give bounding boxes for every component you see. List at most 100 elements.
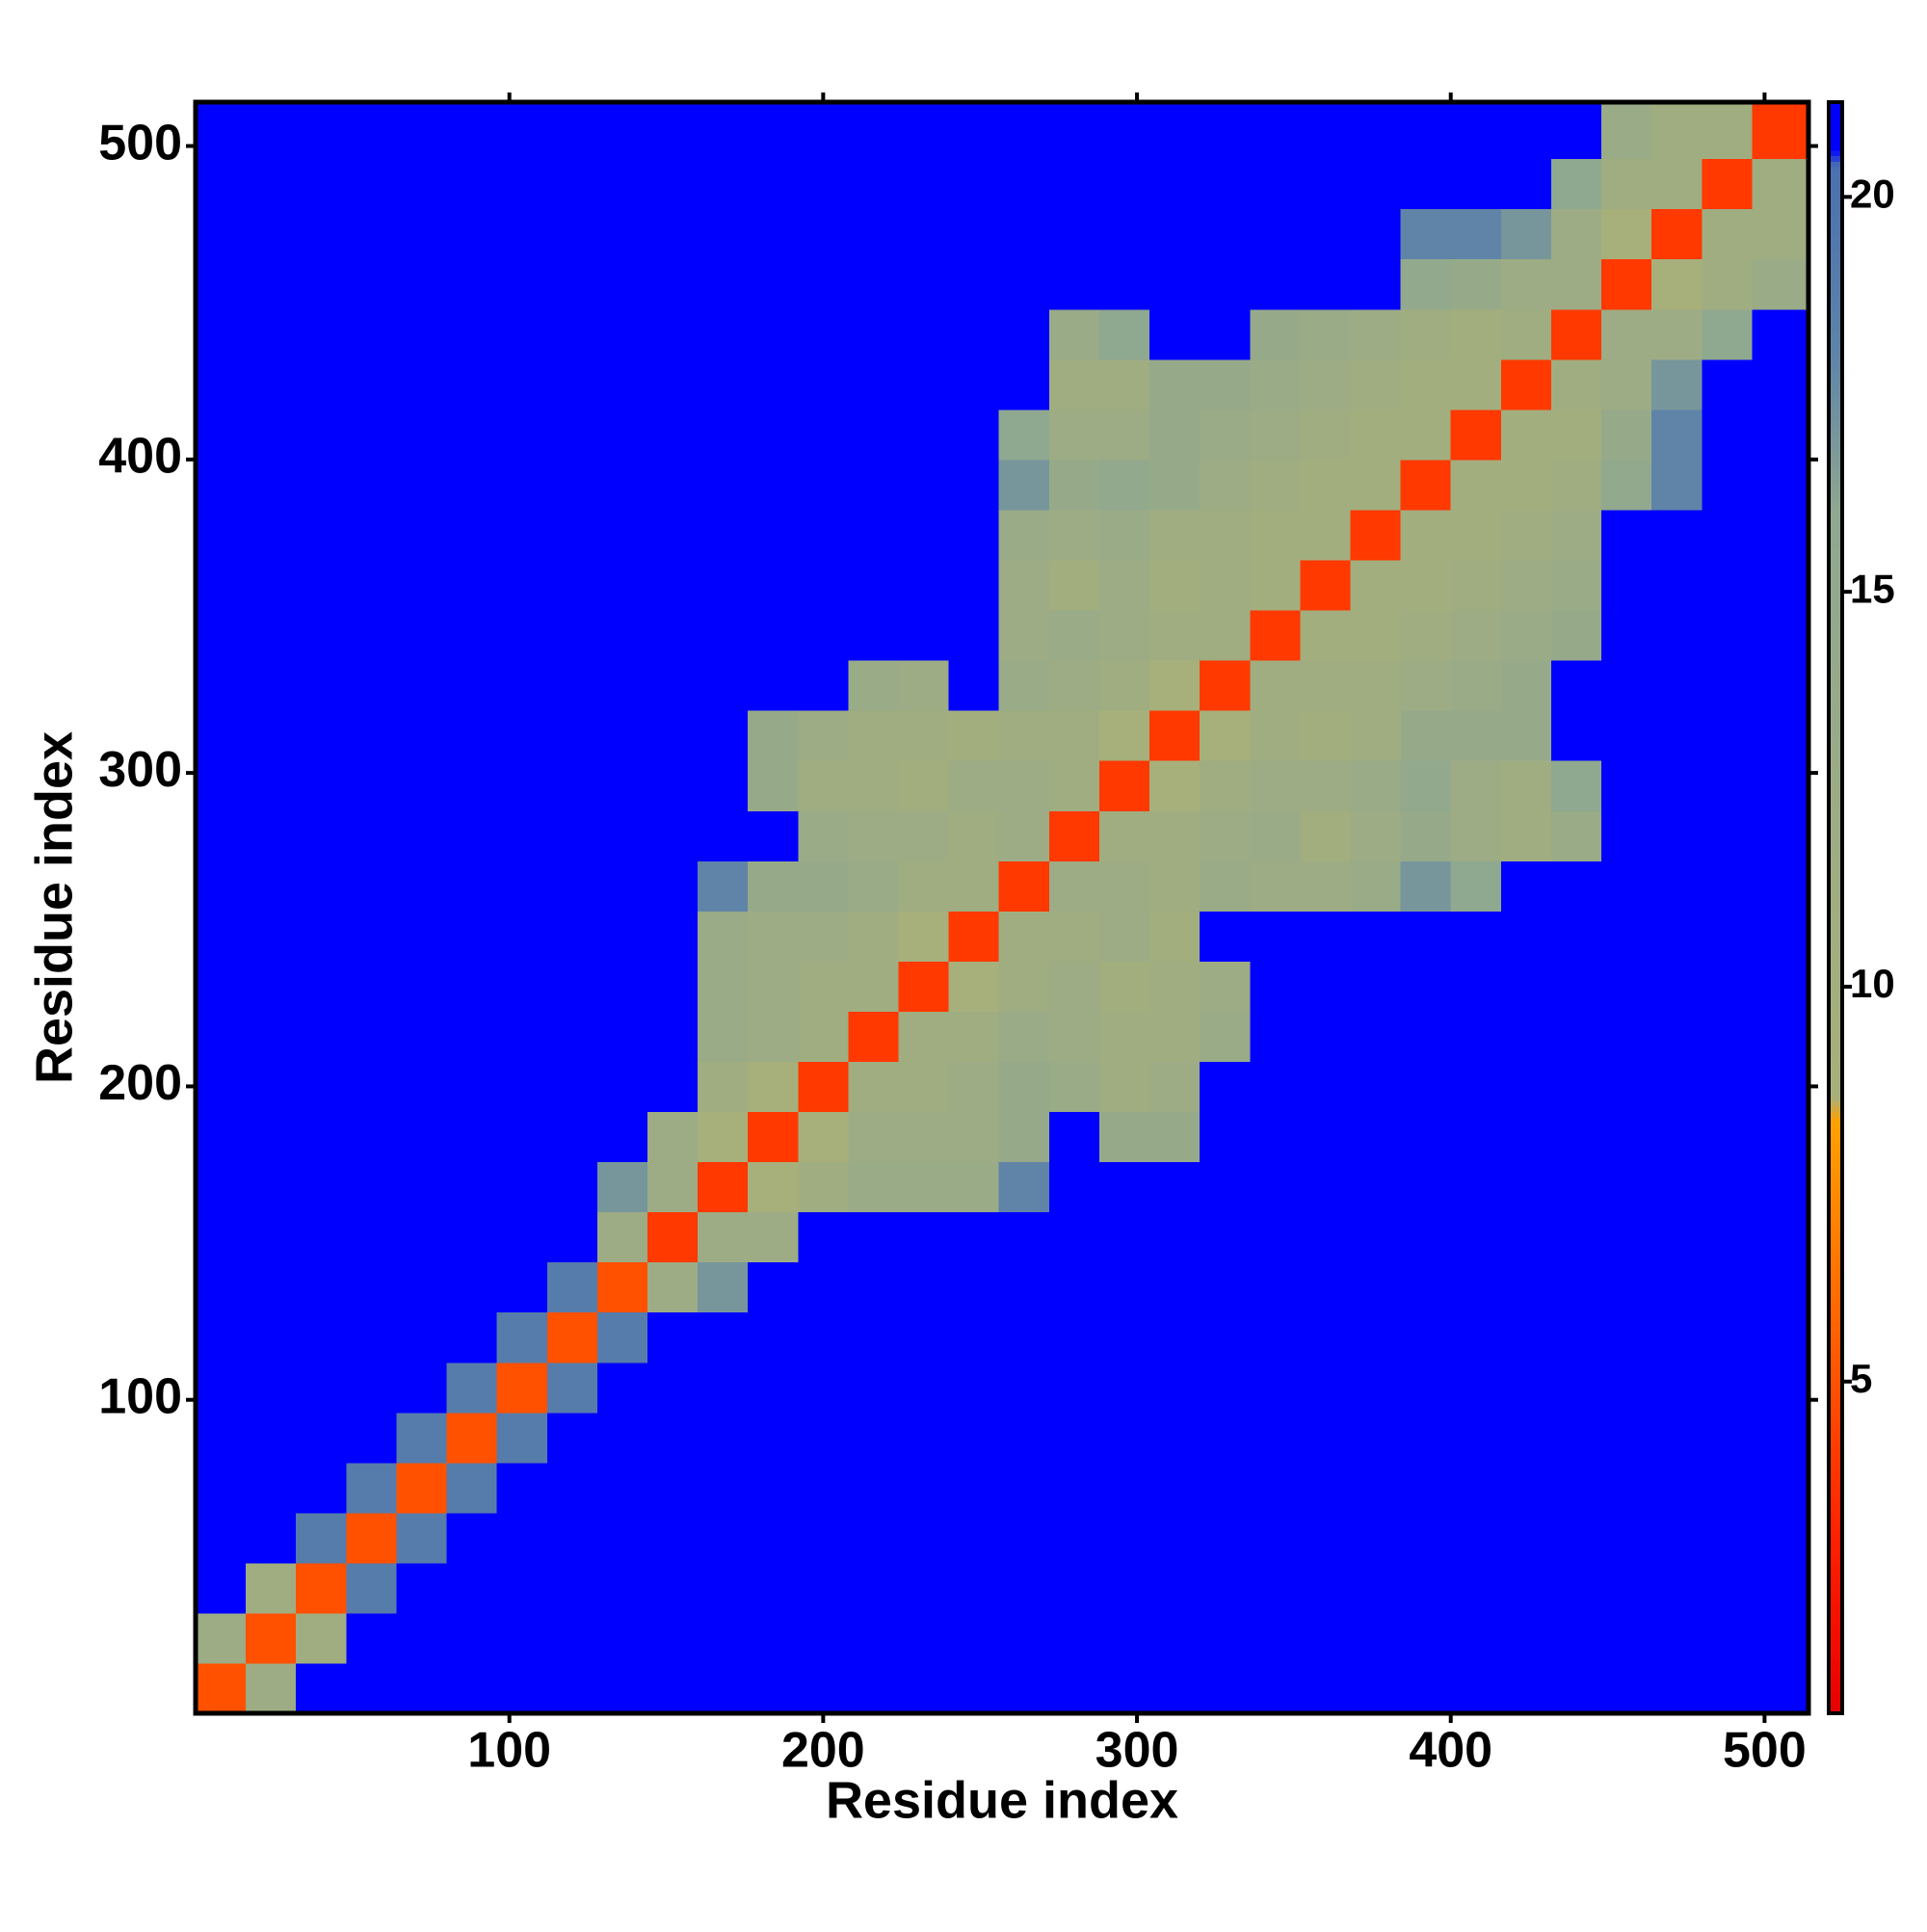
- heatmap-cell: [848, 1412, 900, 1464]
- heatmap-cell: [1752, 1612, 1809, 1664]
- heatmap-cell: [848, 1111, 900, 1163]
- heatmap-cell: [1048, 308, 1100, 360]
- y-tick-label: 200: [98, 1055, 182, 1111]
- heatmap-cell: [848, 1311, 900, 1363]
- heatmap-cell: [1149, 258, 1201, 310]
- heatmap-cell: [798, 810, 850, 861]
- heatmap-cell: [1250, 810, 1301, 861]
- heatmap-cell: [748, 660, 799, 711]
- heatmap-cell: [898, 358, 950, 410]
- heatmap-cell: [496, 660, 548, 711]
- colorbar-segment: [1829, 1240, 1842, 1247]
- heatmap-cell: [898, 1462, 950, 1514]
- colorbar-segment: [1829, 752, 1842, 758]
- colorbar-segment: [1829, 1482, 1842, 1489]
- heatmap-cell: [1500, 1061, 1552, 1113]
- colorbar-segment: [1829, 198, 1842, 205]
- y-tick-label: 400: [98, 429, 182, 485]
- heatmap-cell: [998, 961, 1050, 1012]
- heatmap-cell: [698, 1261, 749, 1313]
- heatmap-cell: [446, 710, 498, 761]
- heatmap-cell: [1702, 308, 1753, 360]
- heatmap-cell: [496, 258, 548, 310]
- heatmap-cell: [948, 459, 1000, 511]
- heatmap-cell: [1500, 308, 1552, 360]
- heatmap-cell: [1098, 1562, 1150, 1614]
- heatmap-cell: [1048, 860, 1100, 912]
- heatmap-cell: [848, 409, 900, 461]
- heatmap-cell: [246, 1362, 297, 1414]
- heatmap-cell: [1702, 1061, 1753, 1113]
- heatmap-cell: [496, 1612, 548, 1664]
- heatmap-cell: [196, 1261, 247, 1313]
- colorbar-segment: [1829, 1493, 1842, 1499]
- heatmap-cell: [948, 1211, 1000, 1263]
- heatmap-cell: [898, 208, 950, 260]
- colorbar-segment: [1829, 1584, 1842, 1591]
- heatmap-cell: [748, 102, 799, 160]
- heatmap-cell: [596, 102, 648, 160]
- colorbar-segment: [1829, 966, 1842, 973]
- heatmap-cell: [1752, 810, 1809, 861]
- heatmap-cell: [196, 1662, 247, 1714]
- heatmap-cell: [848, 1462, 900, 1514]
- heatmap-cell: [1250, 961, 1301, 1012]
- heatmap-cell: [1400, 1462, 1452, 1514]
- heatmap-cell: [948, 860, 1000, 912]
- heatmap-cell: [647, 1462, 699, 1514]
- colorbar-segment: [1829, 756, 1842, 764]
- heatmap-cell: [1300, 911, 1352, 962]
- colorbar-segment: [1829, 983, 1842, 990]
- heatmap-cell: [1500, 102, 1552, 160]
- heatmap-cell: [948, 208, 1000, 260]
- heatmap-cell: [246, 1061, 297, 1113]
- colorbar-segment: [1829, 1659, 1842, 1666]
- colorbar-segment: [1829, 1251, 1842, 1257]
- colorbar-segment: [1829, 520, 1842, 527]
- heatmap-cell: [1702, 258, 1753, 310]
- colorbar-segment: [1829, 1261, 1842, 1268]
- heatmap-cell: [798, 1011, 850, 1062]
- heatmap-cell: [546, 158, 598, 210]
- heatmap-cell: [948, 1462, 1000, 1514]
- heatmap-cell: [948, 1662, 1000, 1714]
- heatmap-cell: [596, 710, 648, 761]
- heatmap-cell: [1450, 409, 1502, 461]
- colorbar-segment: [1829, 961, 1842, 967]
- heatmap-cell: [748, 810, 799, 861]
- colorbar-segment: [1829, 1439, 1842, 1445]
- heatmap-cell: [1400, 860, 1452, 912]
- colorbar-segment: [1829, 1401, 1842, 1408]
- heatmap-cell: [1752, 911, 1809, 962]
- heatmap-cell: [1400, 258, 1452, 310]
- heatmap-cell: [1250, 409, 1301, 461]
- heatmap-cell: [1098, 1111, 1150, 1163]
- heatmap-cell: [748, 1462, 799, 1514]
- colorbar-segment: [1829, 1551, 1842, 1558]
- heatmap-cell: [596, 1662, 648, 1714]
- heatmap-cell: [196, 1311, 247, 1363]
- heatmap-cell: [1048, 1562, 1100, 1614]
- heatmap-cell: [1149, 1061, 1201, 1113]
- heatmap-cell: [1400, 1061, 1452, 1113]
- heatmap-cell: [1651, 1211, 1703, 1263]
- colorbar-segment: [1829, 848, 1842, 855]
- heatmap-cell: [647, 208, 699, 260]
- heatmap-cell: [1752, 1111, 1809, 1163]
- heatmap-cell: [998, 409, 1050, 461]
- heatmap-cell: [1200, 760, 1251, 811]
- heatmap-cell: [1550, 208, 1602, 260]
- heatmap-cell: [246, 609, 297, 661]
- heatmap-cell: [1550, 1011, 1602, 1062]
- heatmap-cell: [898, 308, 950, 360]
- heatmap-cell: [1400, 308, 1452, 360]
- heatmap-cell: [1601, 660, 1652, 711]
- heatmap-cell: [1098, 1161, 1150, 1213]
- heatmap-cell: [596, 559, 648, 611]
- heatmap-cell: [1300, 509, 1352, 561]
- heatmap-cell: [1149, 358, 1201, 410]
- heatmap-cell: [296, 1662, 347, 1714]
- heatmap-cell: [546, 258, 598, 310]
- heatmap-cell: [1500, 409, 1552, 461]
- heatmap-cell: [1350, 208, 1402, 260]
